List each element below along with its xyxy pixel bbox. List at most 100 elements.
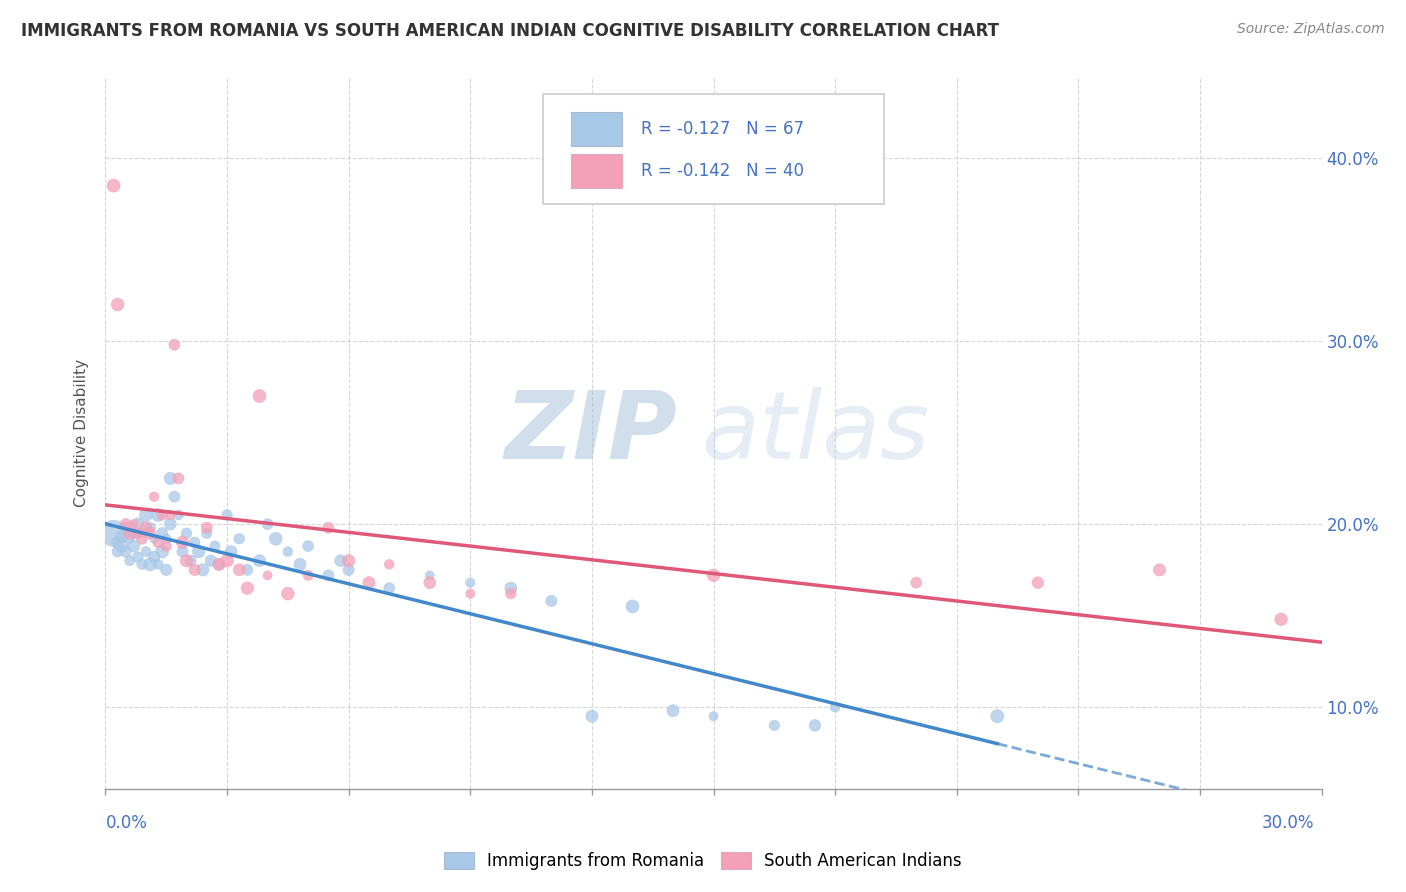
Point [200, 554, 222, 568]
Point [135, 508, 157, 522]
Point [499, 581, 522, 595]
Point [107, 544, 129, 558]
FancyBboxPatch shape [543, 94, 884, 204]
Point [146, 558, 169, 572]
Point [318, 568, 340, 582]
Text: R = -0.142   N = 40: R = -0.142 N = 40 [641, 161, 804, 179]
Bar [571, 153, 623, 188]
Point [127, 517, 149, 532]
Point [150, 526, 173, 541]
Point [458, 587, 481, 601]
Point [208, 558, 231, 572]
Point [905, 575, 928, 590]
Point [191, 563, 214, 577]
Point [540, 594, 562, 608]
Point [236, 563, 259, 577]
Point [621, 599, 644, 614]
Point [159, 471, 181, 485]
Point [228, 563, 250, 577]
Point [122, 539, 145, 553]
Text: ZIP: ZIP [505, 386, 678, 479]
Point [114, 544, 136, 558]
Point [318, 521, 340, 535]
Point [499, 587, 522, 601]
Point [127, 526, 149, 541]
Point [103, 526, 125, 541]
Point [208, 558, 231, 572]
Point [155, 532, 177, 546]
Point [146, 508, 169, 522]
Point [458, 575, 481, 590]
Point [131, 558, 153, 572]
Point [146, 535, 169, 549]
Point [702, 568, 725, 582]
Point [204, 539, 226, 553]
Y-axis label: Cognitive Disability: Cognitive Disability [75, 359, 90, 507]
Point [163, 490, 186, 504]
Point [155, 539, 177, 553]
Point [217, 554, 239, 568]
Point [329, 554, 352, 568]
Point [114, 521, 136, 535]
Point [131, 526, 153, 541]
Point [256, 568, 278, 582]
Point [419, 568, 441, 582]
Point [159, 517, 181, 532]
Point [1270, 612, 1292, 626]
Point [159, 508, 181, 522]
Point [167, 471, 190, 485]
Point [155, 563, 177, 577]
Point [228, 532, 250, 546]
Point [337, 554, 360, 568]
Point [378, 581, 401, 595]
Point [264, 532, 287, 546]
Point [103, 178, 125, 193]
Point [114, 517, 136, 532]
Point [139, 521, 162, 535]
Point [143, 549, 166, 564]
Legend: Immigrants from Romania, South American Indians: Immigrants from Romania, South American … [437, 845, 969, 877]
Point [195, 526, 218, 541]
Point [1149, 563, 1171, 577]
Point [824, 700, 846, 714]
Point [107, 297, 129, 311]
Point [297, 539, 319, 553]
Point [256, 517, 278, 532]
Text: atlas: atlas [702, 387, 929, 478]
Point [249, 554, 271, 568]
Point [135, 544, 157, 558]
Text: R = -0.127   N = 67: R = -0.127 N = 67 [641, 120, 804, 138]
Point [378, 558, 401, 572]
Text: 30.0%: 30.0% [1263, 814, 1315, 831]
Point [236, 581, 259, 595]
Point [288, 558, 311, 572]
Point [143, 490, 166, 504]
Point [337, 563, 360, 577]
Point [135, 521, 157, 535]
Point [763, 718, 786, 732]
Text: 0.0%: 0.0% [105, 814, 148, 831]
Point [143, 532, 166, 546]
Point [111, 530, 134, 544]
Point [127, 549, 149, 564]
Point [150, 508, 173, 522]
Text: IMMIGRANTS FROM ROMANIA VS SOUTH AMERICAN INDIAN COGNITIVE DISABILITY CORRELATIO: IMMIGRANTS FROM ROMANIA VS SOUTH AMERICA… [21, 22, 1000, 40]
Point [662, 704, 685, 718]
Point [167, 508, 190, 522]
Point [122, 517, 145, 532]
Point [187, 544, 209, 558]
Point [277, 587, 299, 601]
Point [107, 535, 129, 549]
Point [118, 554, 141, 568]
Point [986, 709, 1008, 723]
Point [163, 338, 186, 352]
Bar [571, 112, 623, 146]
Point [195, 521, 218, 535]
Point [118, 526, 141, 541]
Point [150, 544, 173, 558]
Point [249, 389, 271, 403]
Point [183, 535, 205, 549]
Point [172, 535, 194, 549]
Point [277, 544, 299, 558]
Point [419, 575, 441, 590]
